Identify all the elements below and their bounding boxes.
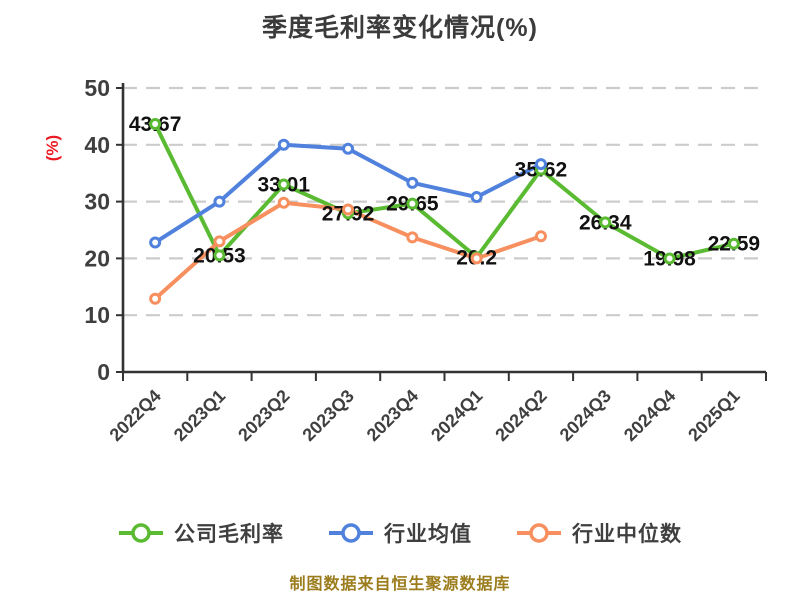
data-point-marker-industry_median[interactable]	[149, 292, 162, 305]
x-tick-label: 2024Q2	[491, 386, 550, 445]
line-marker-icon	[119, 523, 163, 543]
y-tick-label: 40	[84, 132, 110, 158]
data-point-marker-industry_avg[interactable]	[406, 176, 419, 189]
line-marker-icon	[517, 523, 561, 543]
data-point-marker-company[interactable]	[149, 117, 162, 130]
x-tick-label: 2024Q4	[620, 386, 679, 445]
data-point-marker-industry_avg[interactable]	[534, 158, 547, 171]
y-tick-label: 50	[84, 75, 110, 101]
data-point-marker-company[interactable]	[599, 216, 612, 229]
data-point-marker-industry_avg[interactable]	[213, 195, 226, 208]
line-marker-icon	[329, 523, 373, 543]
data-point-marker-industry_median[interactable]	[342, 203, 355, 216]
x-tick-label: 2023Q1	[170, 386, 229, 445]
data-point-marker-industry_median[interactable]	[534, 230, 547, 243]
data-point-marker-company[interactable]	[663, 252, 676, 265]
legend-label: 行业均值	[384, 523, 472, 546]
data-point-marker-industry_median[interactable]	[406, 231, 419, 244]
y-tick-label: 20	[84, 245, 110, 271]
data-point-marker-industry_avg[interactable]	[149, 236, 162, 249]
data-point-marker-industry_avg[interactable]	[342, 142, 355, 155]
x-tick-label: 2022Q4	[106, 386, 165, 445]
legend-item-industry-average[interactable]: 行业均值	[328, 518, 472, 548]
x-tick-label: 2023Q2	[234, 386, 293, 445]
legend: 公司毛利率 行业均值 行业中位数	[0, 518, 800, 548]
data-point-marker-industry_median[interactable]	[277, 196, 290, 209]
y-tick-label: 0	[97, 359, 110, 385]
x-tick-label: 2024Q3	[556, 386, 615, 445]
data-point-marker-industry_avg[interactable]	[470, 191, 483, 204]
data-point-marker-company[interactable]	[277, 178, 290, 191]
legend-label: 公司毛利率	[174, 523, 284, 546]
x-tick-label: 2025Q1	[684, 386, 743, 445]
data-point-marker-company[interactable]	[213, 249, 226, 262]
data-point-marker-industry_avg[interactable]	[277, 138, 290, 151]
legend-label: 行业中位数	[572, 523, 682, 546]
x-tick-label: 2023Q3	[298, 386, 357, 445]
data-point-marker-company[interactable]	[727, 237, 740, 250]
data-point-marker-company[interactable]	[406, 197, 419, 210]
y-tick-label: 10	[84, 302, 110, 328]
data-source-caption: 制图数据来自恒生聚源数据库	[289, 576, 511, 593]
data-point-marker-industry_median[interactable]	[470, 252, 483, 265]
data-point-marker-industry_median[interactable]	[213, 235, 226, 248]
x-tick-label: 2024Q1	[427, 386, 486, 445]
x-tick-label: 2023Q4	[363, 386, 422, 445]
legend-item-company-margin[interactable]: 公司毛利率	[118, 518, 284, 548]
legend-item-industry-median[interactable]: 行业中位数	[516, 518, 682, 548]
chart-title: 季度毛利率变化情况(%)	[262, 14, 538, 42]
series-line-industry_avg	[153, 142, 543, 245]
y-tick-label: 30	[84, 189, 110, 215]
